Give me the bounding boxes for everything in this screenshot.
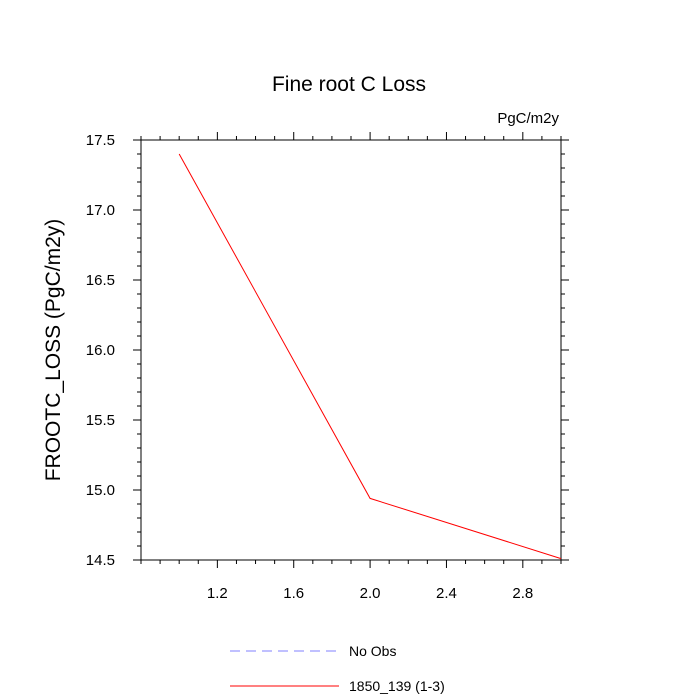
y-tick-label: 16.0 [86, 342, 115, 359]
series-line-1 [178, 153, 562, 560]
x-tick-label: 2.8 [512, 585, 533, 602]
y-tick-label: 14.5 [86, 552, 115, 569]
plot-frame [140, 139, 562, 561]
tick-marks [133, 132, 569, 568]
y-tick-label: 16.5 [86, 272, 115, 289]
series-layer [178, 153, 562, 560]
chart-title: Fine root C Loss [272, 73, 426, 96]
y-tick-label: 17.0 [86, 202, 115, 219]
units-label: PgC/m2y [497, 110, 559, 127]
legend-label: No Obs [349, 643, 396, 659]
y-axis-label: FROOTC_LOSS (PgC/m2y) [42, 219, 65, 482]
legend: No Obs 1850_139 (1-3) [230, 643, 445, 694]
x-tick-label: 2.4 [436, 585, 457, 602]
x-tick-label: 2.0 [360, 585, 381, 602]
x-tick-label: 1.6 [283, 585, 304, 602]
y-tick-label: 15.0 [86, 482, 115, 499]
x-tick-labels: 1.2 1.6 2.0 2.4 2.8 [207, 585, 533, 602]
y-tick-label: 15.5 [86, 412, 115, 429]
y-tick-label: 17.5 [86, 132, 115, 149]
x-tick-label: 1.2 [207, 585, 228, 602]
legend-label: 1850_139 (1-3) [349, 678, 445, 694]
y-tick-labels: 14.5 15.0 15.5 16.0 16.5 17.0 17.5 [86, 132, 115, 569]
